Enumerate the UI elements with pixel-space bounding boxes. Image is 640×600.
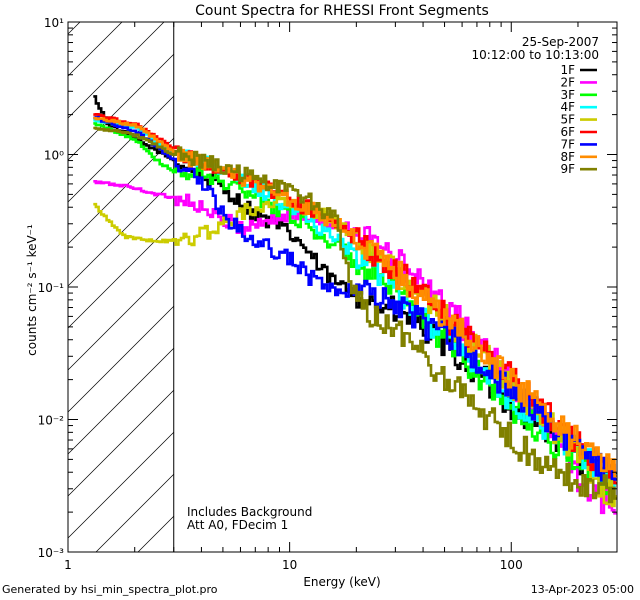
y-axis-label: counts cm⁻² s⁻¹ keV⁻¹ <box>25 224 39 356</box>
footer-generated-by: Generated by hsi_min_spectra_plot.pro <box>2 583 218 596</box>
legend-label-1F: 1F <box>560 63 575 77</box>
y-tick-label: 10⁻³ <box>38 546 65 560</box>
y-tick-label: 10¹ <box>44 16 64 30</box>
y-axis: 10⁻³ 10⁻² 10⁻¹ 10⁰ 10¹ <box>38 16 617 560</box>
plot-frame <box>67 21 618 553</box>
legend-label-2F: 2F <box>560 75 575 89</box>
x-tick-label: 10 <box>282 558 297 572</box>
footer-timestamp: 13-Apr-2023 05:00 <box>530 583 634 596</box>
note-attenuator: Att A0, FDecim 1 <box>187 518 288 532</box>
hatch-line <box>68 22 165 119</box>
x-axis: 1 10 100 <box>64 22 618 572</box>
legend-label-3F: 3F <box>560 88 575 102</box>
hatched-region <box>68 22 174 552</box>
x-axis-label: Energy (keV) <box>303 575 380 589</box>
legend-label-4F: 4F <box>560 100 575 114</box>
hatch-line <box>68 389 174 497</box>
y-tick-label: 10⁻¹ <box>38 281 65 295</box>
y-tick-label: 10⁻² <box>38 414 65 428</box>
series-line-9F <box>93 126 617 504</box>
x-tick-label: 100 <box>500 558 523 572</box>
series-line-3F <box>93 122 617 496</box>
legend-label-8F: 8F <box>560 150 575 164</box>
note-background: Includes Background <box>187 505 312 519</box>
x-tick-label: 1 <box>64 558 72 572</box>
hatch-line <box>68 431 174 539</box>
time-range-label: 10:12:00 to 10:13:00 <box>472 48 599 62</box>
y-tick-label: 10⁰ <box>44 149 64 163</box>
series-group <box>93 95 617 515</box>
date-label: 25-Sep-2007 <box>522 35 599 49</box>
legend-label-6F: 6F <box>560 125 575 139</box>
hatch-line <box>68 95 174 203</box>
chart-title: Count Spectra for RHESSI Front Segments <box>195 3 489 19</box>
legend-label-9F: 9F <box>560 162 575 176</box>
legend-label-7F: 7F <box>560 137 575 151</box>
legend-label-5F: 5F <box>560 113 575 127</box>
hatch-line <box>68 263 174 371</box>
hatch-line <box>68 221 174 329</box>
hatch-line <box>68 53 174 161</box>
